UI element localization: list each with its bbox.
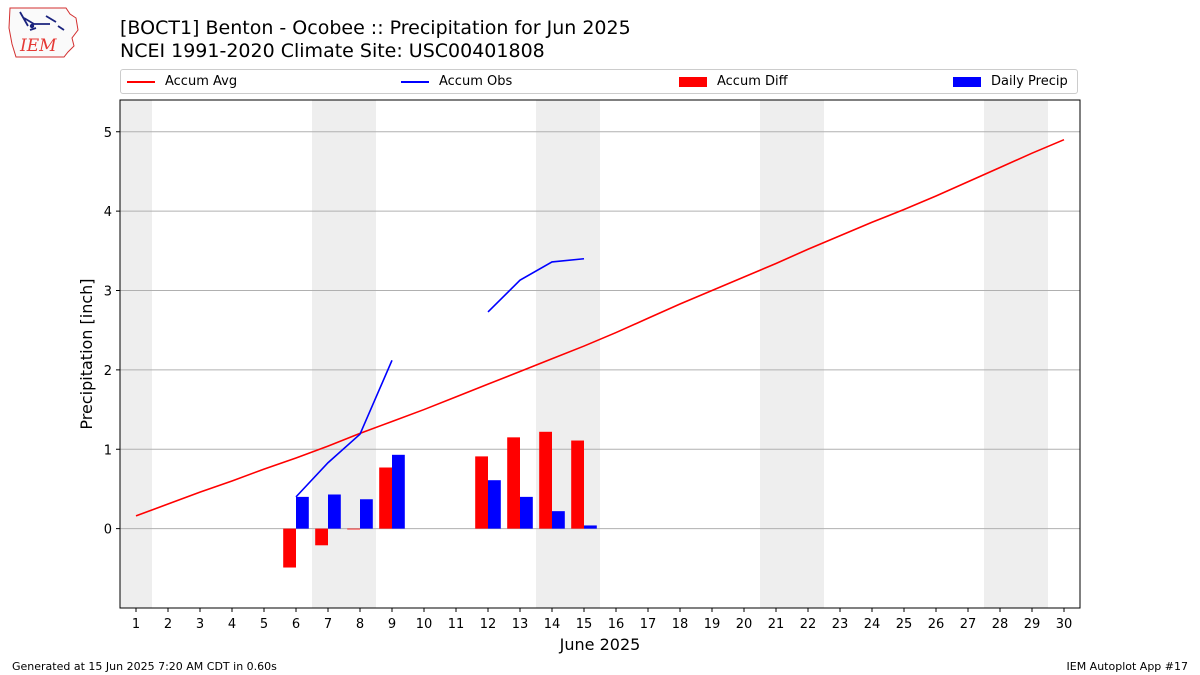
legend-swatch-accum-diff [679, 76, 707, 87]
x-tick-label-8: 8 [356, 617, 364, 632]
x-tick-label-25: 25 [896, 617, 913, 632]
x-tick-label-7: 7 [324, 617, 332, 632]
weekend-band-day-1 [120, 100, 152, 608]
legend-label-accum-obs: Accum Obs [439, 74, 513, 89]
bar-daily-precip-day-6 [296, 496, 309, 529]
chart-subtitle: NCEI 1991-2020 Climate Site: USC00401808 [120, 40, 545, 62]
x-tick-label-18: 18 [672, 617, 689, 632]
x-tick-label-5: 5 [260, 617, 268, 632]
y-tick-label-1: 1 [104, 443, 112, 458]
x-tick-label-1: 1 [132, 617, 140, 632]
generated-timestamp: Generated at 15 Jun 2025 7:20 AM CDT in … [12, 660, 277, 673]
x-tick-label-10: 10 [416, 617, 433, 632]
weekend-band-day-15 [568, 100, 600, 608]
x-tick-label-17: 17 [640, 617, 657, 632]
chart-title: [BOCT1] Benton - Ocobee :: Precipitation… [120, 17, 631, 39]
x-tick-label-24: 24 [864, 617, 881, 632]
bar-accum-diff-day-15 [571, 440, 584, 529]
x-tick-label-15: 15 [576, 617, 593, 632]
weekend-shading [120, 100, 1048, 608]
y-axis-label: Precipitation [inch] [77, 278, 96, 429]
line-accum-obs-segment-2 [487, 257, 585, 313]
axes: 1 2 3 4 5 6 7 8 9 10 11 12 13 14 15 16 17 18 19 20 21 22 23 24 2… [104, 126, 1073, 632]
legend-item-accum-avg: Accum Avg [127, 70, 237, 93]
bar-accum-diff-day-14 [539, 431, 552, 529]
iem-logo: IEM [6, 4, 82, 64]
logo-text: IEM [19, 36, 57, 56]
legend-item-daily-precip: Daily Precip [953, 70, 1068, 93]
bar-accum-diff-day-13 [507, 437, 520, 529]
x-tick-label-19: 19 [704, 617, 721, 632]
bar-accum-diff-day-7 [315, 528, 328, 546]
x-tick-label-28: 28 [992, 617, 1009, 632]
x-tick-label-22: 22 [800, 617, 817, 632]
bar-accum-diff-day-9 [379, 467, 392, 529]
x-tick-label-16: 16 [608, 617, 625, 632]
x-tick-label-30: 30 [1056, 617, 1073, 632]
legend-label-accum-diff: Accum Diff [717, 74, 788, 89]
x-tick-label-23: 23 [832, 617, 849, 632]
x-tick-label-6: 6 [292, 617, 300, 632]
y-tick-label-0: 0 [104, 523, 112, 538]
lines [135, 138, 1065, 517]
bar-daily-precip-day-15 [584, 525, 597, 529]
line-accum-avg-segment-1 [135, 138, 1065, 517]
weekend-band-day-21 [760, 100, 792, 608]
x-tick-label-9: 9 [388, 617, 396, 632]
y-gridlines [120, 131, 1080, 530]
weekend-band-day-8 [344, 100, 376, 608]
bar-daily-precip-day-7 [328, 494, 341, 529]
autoplot-app-label: IEM Autoplot App #17 [1066, 660, 1189, 673]
legend-item-accum-diff: Accum Diff [679, 70, 788, 93]
x-tick-label-11: 11 [448, 617, 465, 632]
chart-legend: Accum Avg Accum Obs Accum Diff Daily Pre… [120, 69, 1078, 94]
y-tick-label-2: 2 [104, 364, 112, 379]
x-tick-label-12: 12 [480, 617, 497, 632]
iowa-map-icon: IEM [8, 7, 79, 58]
bar-accum-diff-day-6 [283, 528, 296, 568]
bar-accum-diff-day-8 [347, 528, 360, 530]
legend-item-accum-obs: Accum Obs [401, 70, 512, 93]
x-tick-label-21: 21 [768, 617, 785, 632]
y-tick-label-3: 3 [104, 285, 112, 300]
legend-swatch-accum-obs [401, 80, 429, 83]
bar-daily-precip-day-14 [552, 511, 565, 529]
legend-swatch-accum-avg [127, 80, 155, 83]
weekend-band-day-28 [984, 100, 1016, 608]
x-tick-label-2: 2 [164, 617, 172, 632]
bar-daily-precip-day-12 [488, 480, 501, 529]
y-tick-label-5: 5 [104, 126, 112, 141]
x-tick-label-29: 29 [1024, 617, 1041, 632]
x-tick-label-14: 14 [544, 617, 561, 632]
bar-daily-precip-day-9 [392, 454, 405, 529]
bar-accum-diff-day-12 [475, 456, 488, 529]
x-axis-label: June 2025 [559, 635, 641, 654]
legend-label-accum-avg: Accum Avg [165, 74, 238, 89]
bars [283, 431, 597, 568]
plot-area-frame [119, 99, 1081, 609]
legend-swatch-daily-precip [953, 76, 981, 87]
x-tick-label-3: 3 [196, 617, 204, 632]
weekend-band-day-22 [792, 100, 824, 608]
x-tick-label-20: 20 [736, 617, 753, 632]
x-tick-label-4: 4 [228, 617, 236, 632]
bar-daily-precip-day-13 [520, 496, 533, 529]
weekend-band-day-29 [1016, 100, 1048, 608]
y-tick-label-4: 4 [104, 205, 112, 220]
x-tick-label-13: 13 [512, 617, 529, 632]
bar-daily-precip-day-8 [360, 499, 373, 529]
legend-label-daily-precip: Daily Precip [991, 74, 1068, 89]
x-tick-label-26: 26 [928, 617, 945, 632]
x-tick-label-27: 27 [960, 617, 977, 632]
line-accum-obs-segment-1 [295, 360, 393, 498]
